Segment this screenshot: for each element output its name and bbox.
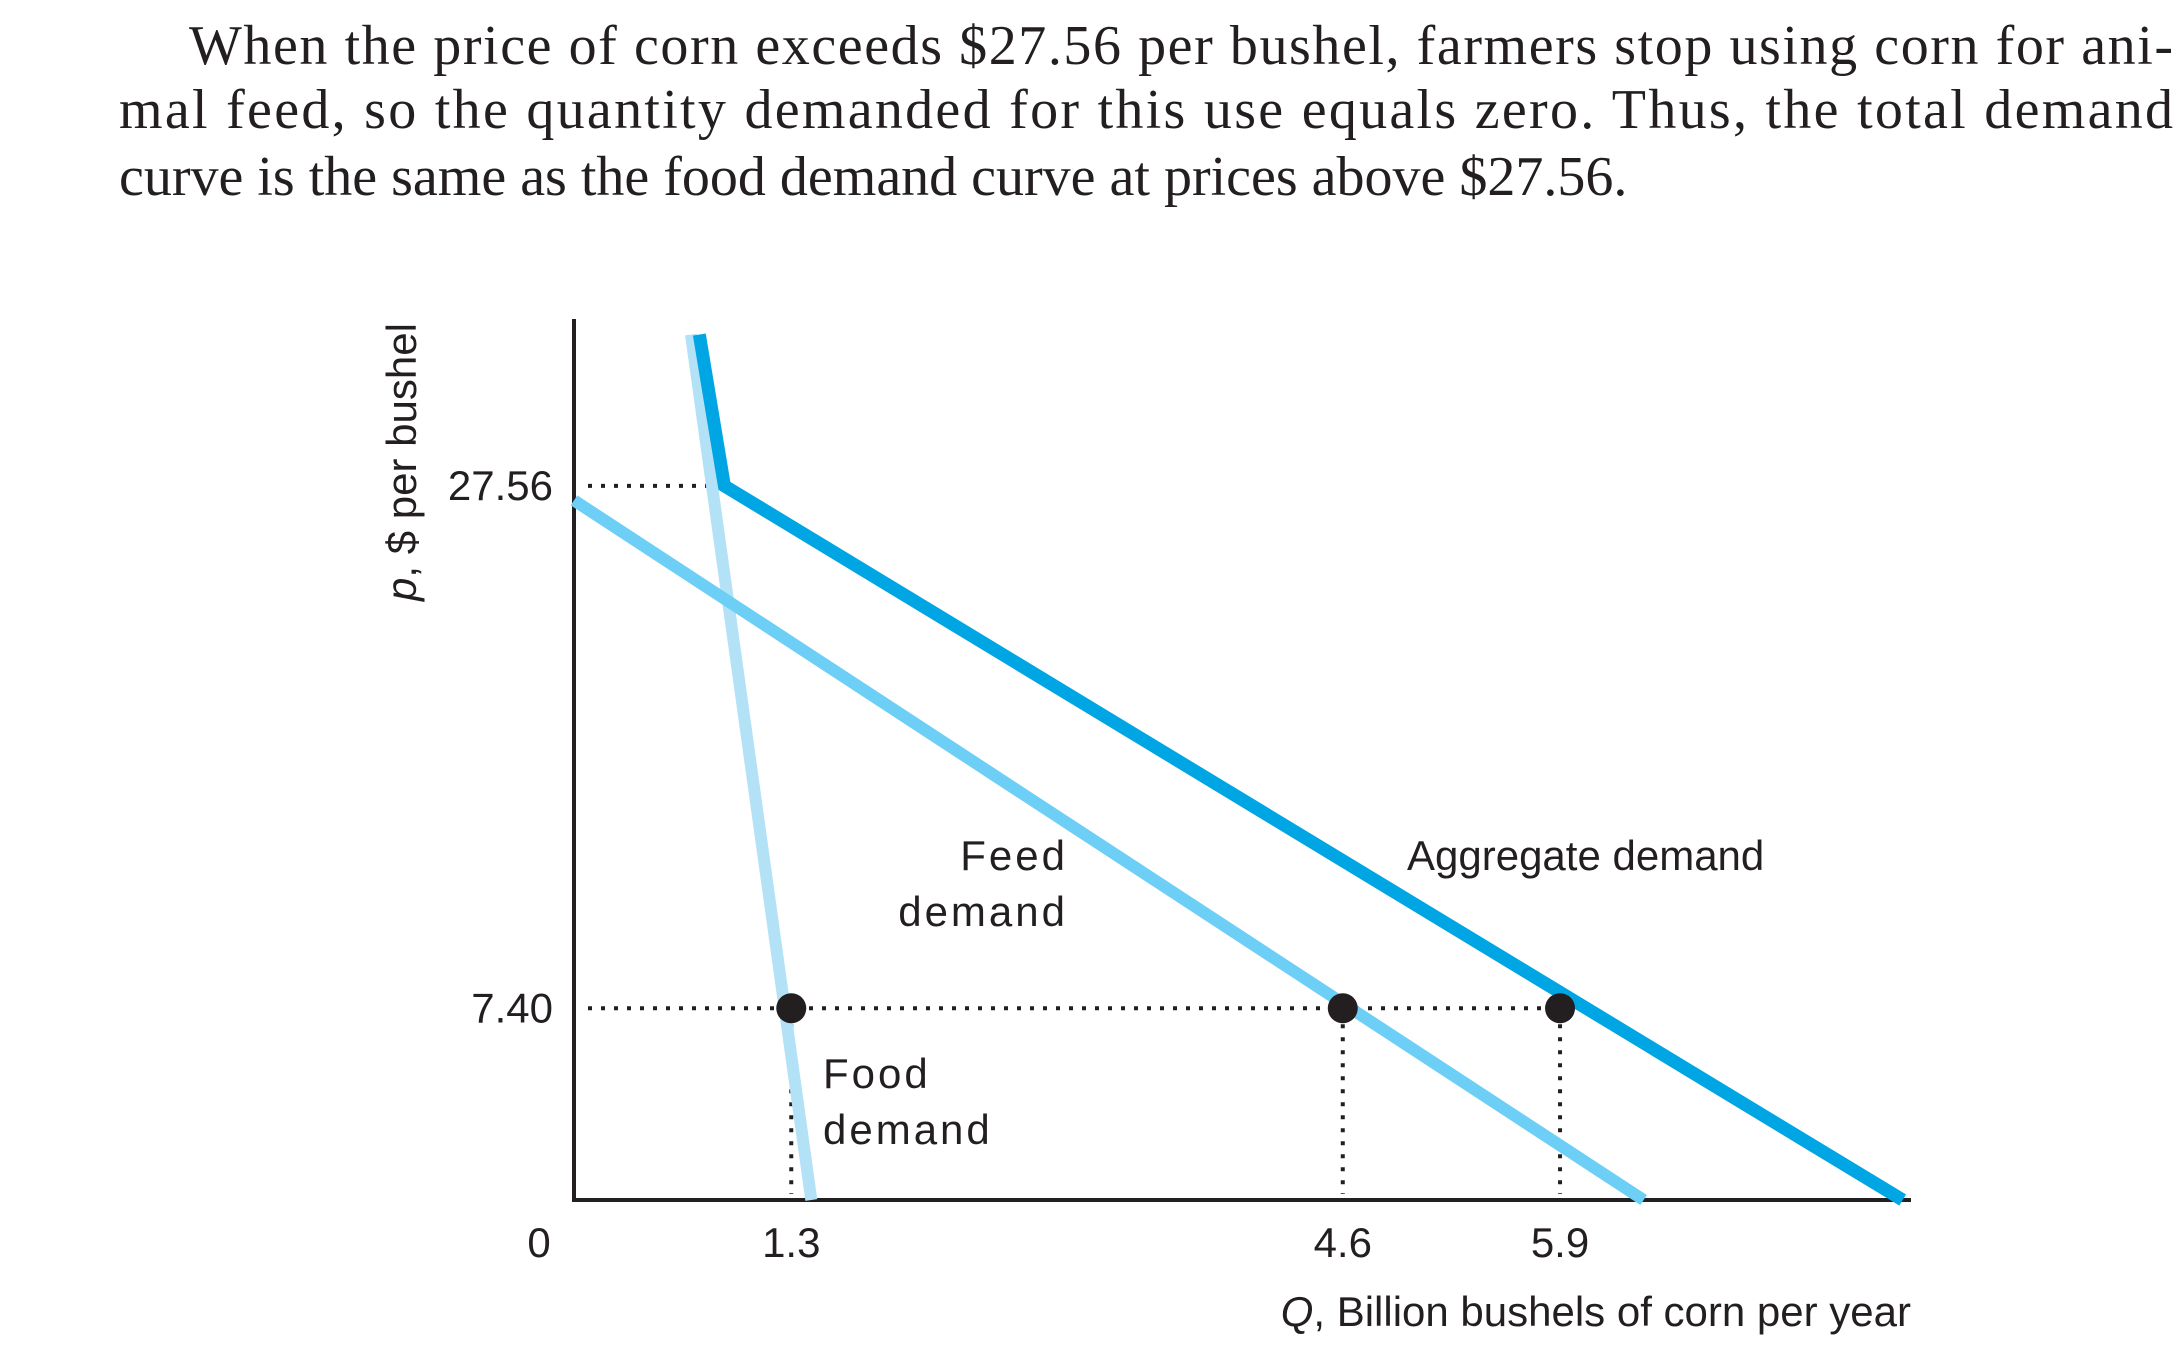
- y-axis-text: , $ per bushel: [378, 323, 425, 578]
- x-tick-label: 5.9: [1531, 1219, 1589, 1266]
- curve-label: demand: [898, 888, 1068, 935]
- y-axis-symbol: p: [378, 578, 425, 603]
- equilibrium-point: [1545, 993, 1576, 1024]
- equilibrium-point: [776, 993, 807, 1024]
- demand-curve: [685, 333, 818, 1201]
- curve-label: Feed: [960, 832, 1068, 879]
- paragraph-line: curve is the same as the food demand cur…: [119, 146, 1627, 208]
- curve-label: Food: [823, 1050, 931, 1097]
- x-axis-text: , Billion bushels of corn per year: [1313, 1288, 1911, 1335]
- x-axis-symbol: Q: [1281, 1288, 1314, 1335]
- x-tick-label: 4.6: [1314, 1219, 1372, 1266]
- x-tick-label: 1.3: [762, 1219, 820, 1266]
- x-tick-label: 0: [527, 1219, 550, 1266]
- demand-curve: [570, 495, 1647, 1206]
- y-axis-label: p, $ per bushel: [378, 323, 425, 603]
- x-axis-label: Q, Billion bushels of corn per year: [1281, 1288, 1911, 1335]
- demand-curve: [692, 333, 1907, 1206]
- curve-label: Aggregate demand: [1407, 832, 1764, 879]
- curve-label: demand: [823, 1106, 993, 1153]
- equilibrium-point: [1327, 993, 1358, 1024]
- y-tick-label: 7.40: [471, 984, 553, 1031]
- paragraph-line: mal feed, so the quantity demanded for t…: [119, 79, 2173, 141]
- paragraph-line: When the price of corn exceeds $27.56 pe…: [189, 15, 2173, 77]
- y-tick-label: 27.56: [448, 462, 553, 509]
